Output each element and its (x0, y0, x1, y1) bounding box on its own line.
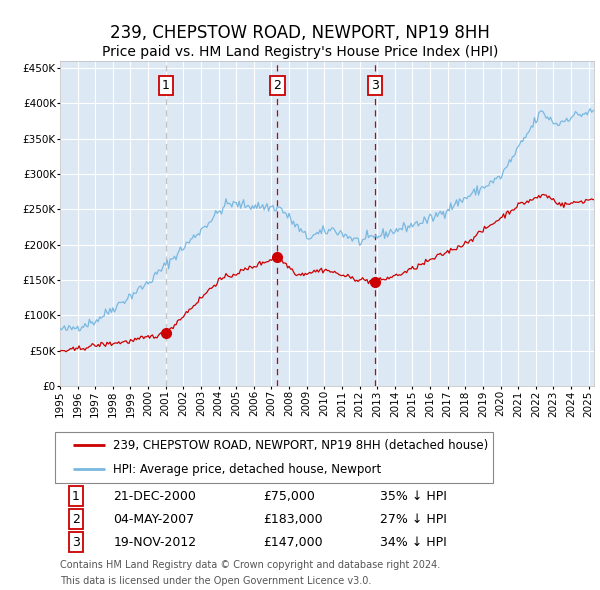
Text: 2: 2 (72, 513, 80, 526)
Text: 35% ↓ HPI: 35% ↓ HPI (380, 490, 447, 503)
Text: 34% ↓ HPI: 34% ↓ HPI (380, 536, 447, 549)
Text: Contains HM Land Registry data © Crown copyright and database right 2024.: Contains HM Land Registry data © Crown c… (60, 560, 440, 570)
Text: This data is licensed under the Open Government Licence v3.0.: This data is licensed under the Open Gov… (60, 576, 371, 586)
Text: 1: 1 (162, 79, 170, 92)
Text: HPI: Average price, detached house, Newport: HPI: Average price, detached house, Newp… (113, 463, 382, 476)
Text: £75,000: £75,000 (263, 490, 315, 503)
Text: £147,000: £147,000 (263, 536, 323, 549)
Text: 239, CHEPSTOW ROAD, NEWPORT, NP19 8HH (detached house): 239, CHEPSTOW ROAD, NEWPORT, NP19 8HH (d… (113, 438, 488, 451)
Text: Price paid vs. HM Land Registry's House Price Index (HPI): Price paid vs. HM Land Registry's House … (102, 45, 498, 58)
Text: 239, CHEPSTOW ROAD, NEWPORT, NP19 8HH: 239, CHEPSTOW ROAD, NEWPORT, NP19 8HH (110, 24, 490, 41)
Text: 19-NOV-2012: 19-NOV-2012 (113, 536, 197, 549)
Text: 3: 3 (72, 536, 80, 549)
Text: 27% ↓ HPI: 27% ↓ HPI (380, 513, 447, 526)
Text: 04-MAY-2007: 04-MAY-2007 (113, 513, 194, 526)
Text: 2: 2 (274, 79, 281, 92)
Text: 3: 3 (371, 79, 379, 92)
Text: 1: 1 (72, 490, 80, 503)
FancyBboxPatch shape (55, 431, 493, 483)
Text: 21-DEC-2000: 21-DEC-2000 (113, 490, 196, 503)
Text: £183,000: £183,000 (263, 513, 323, 526)
